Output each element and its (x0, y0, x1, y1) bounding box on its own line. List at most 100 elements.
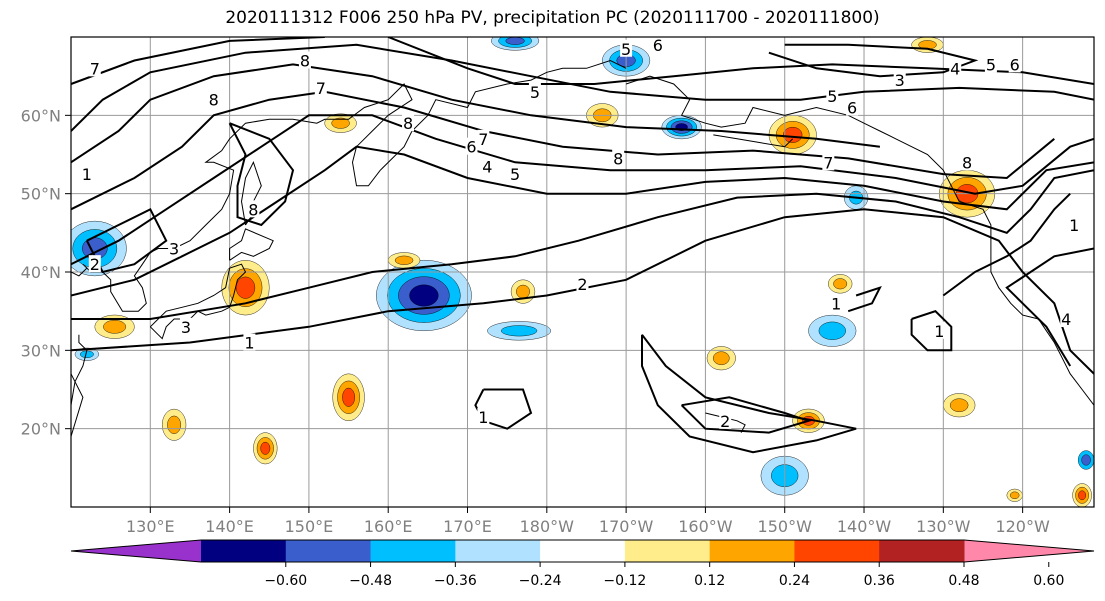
colorbar-swatch-4 (540, 540, 626, 562)
precip-blob-2 (661, 115, 702, 140)
map-title: 2020111312 F006 250 hPa PV, precipitatio… (225, 8, 880, 28)
precip-blob-6 (768, 115, 817, 155)
pv-contour-18 (942, 192, 1071, 297)
contour-label-bg-19 (612, 149, 625, 167)
precip-blob-20 (828, 274, 853, 294)
coastline-3 (149, 263, 247, 340)
lon-tick-label-8: 150°W (758, 517, 813, 536)
pv-contour-2 (71, 145, 1094, 297)
precip-blob-9 (487, 321, 551, 341)
pv-contour-0 (71, 208, 1094, 375)
pv-contour-15 (847, 285, 882, 313)
contour-label-bg-12 (477, 129, 490, 147)
contour-label-6: 2 (90, 255, 100, 274)
coastline-7 (713, 134, 794, 148)
precip-level-17-1 (394, 255, 414, 265)
pv-contour-14 (910, 310, 953, 352)
contour-label-22: 5 (986, 55, 996, 74)
contour-label-bg-29 (830, 294, 843, 312)
lon-tick-label-4: 170°E (443, 517, 492, 536)
precip-blob-17 (388, 252, 421, 269)
precip-level-20-1 (833, 278, 848, 290)
contour-label-4: 1 (82, 165, 92, 184)
axis-ticks: 130°E 140°E 150°E 160°E 170°E 180°W 170°W 160°W… (21, 106, 1050, 536)
lon-tick-label-11: 120°W (995, 517, 1050, 536)
colorbar-tick-label-7: 0.36 (864, 573, 895, 589)
colorbar-tick-label-8: 0.48 (948, 573, 979, 589)
colorbar: −0.60 −0.48 −0.36 −0.24 −0.12 0.12 0.24 0.36 0.4… (70, 539, 1095, 589)
lon-tick-label-9: 140°W (837, 517, 892, 536)
coastline-1 (71, 334, 88, 406)
precip-blob-16 (324, 113, 357, 133)
contour-label-5: 8 (248, 200, 258, 219)
precip-level-14-1 (167, 415, 182, 434)
pv-contour-5 (71, 63, 881, 164)
colorbar-swatch-0 (201, 540, 287, 562)
contour-label-bg-8 (179, 317, 192, 335)
contour-label-bg-4 (80, 165, 93, 183)
contour-label-17: 5 (621, 40, 631, 59)
precip-blob-13 (94, 314, 135, 339)
contour-label-27: 8 (962, 153, 972, 172)
precip-level-25-2 (1078, 490, 1087, 501)
colorbar-tick-label-5: 0.12 (694, 573, 725, 589)
contour-label-bg-23 (1008, 55, 1021, 73)
precip-level-5-2 (235, 276, 256, 299)
contour-label-bg-31 (719, 411, 732, 429)
precip-blob-26 (1078, 450, 1094, 470)
colorbar-extend-high (964, 540, 1094, 562)
lat-tick-label-3: 50°N (21, 185, 61, 204)
colorbar-swatch-2 (370, 540, 456, 562)
colorbar-tick-label-6: 0.24 (779, 573, 810, 589)
lon-tick-label-6: 170°W (599, 517, 654, 536)
contour-label-15: 5 (510, 165, 520, 184)
lon-tick-label-1: 140°E (205, 517, 254, 536)
contour-label-26: 7 (823, 153, 833, 172)
contour-label-2: 8 (209, 91, 219, 110)
contour-label-bg-18 (651, 35, 664, 53)
contour-label-24: 5 (827, 87, 837, 106)
contour-label-bg-2 (207, 90, 220, 108)
precip-level-13-1 (103, 319, 127, 334)
pv-contour-7 (71, 37, 325, 85)
contour-label-0: 7 (90, 59, 100, 78)
contour-label-bg-11 (402, 114, 415, 132)
precip-blob-15 (253, 432, 278, 465)
contour-label-bg-16 (528, 82, 541, 100)
contour-label-9: 1 (244, 334, 254, 353)
colorbar-tick-label-3: −0.24 (519, 573, 562, 589)
contour-label-7: 3 (169, 240, 179, 259)
pv-contour-13 (474, 388, 533, 430)
contour-label-bg-10 (576, 274, 589, 292)
colorbar-swatch-1 (285, 540, 372, 562)
contour-label-14: 4 (482, 157, 492, 176)
precip-blob-12 (332, 373, 365, 421)
contour-label-bg-32 (477, 407, 490, 425)
precip-blob-27 (74, 347, 99, 361)
contour-label-21: 4 (950, 59, 960, 78)
colorbar-swatch-3 (455, 540, 541, 562)
colorbar-extend-low (71, 540, 201, 562)
contour-label-bg-0 (88, 59, 101, 77)
contour-label-8: 3 (181, 318, 191, 337)
contour-label-16: 5 (530, 83, 540, 102)
contour-label-11: 8 (403, 114, 413, 133)
lat-tick-label-4: 60°N (21, 106, 61, 125)
colorbar-swatch-5 (624, 540, 711, 562)
contour-label-25: 6 (847, 99, 857, 118)
colorbar-tick-label-0: −0.60 (264, 573, 307, 589)
contour-label-1: 8 (300, 52, 310, 71)
precip-blob-23 (911, 37, 944, 53)
colorbar-swatch-8 (879, 540, 965, 562)
colorbar-swatch-6 (709, 540, 795, 562)
pv-contour-11 (641, 334, 857, 454)
lon-tick-label-0: 130°E (126, 517, 175, 536)
contour-label-bg-13 (465, 137, 478, 155)
contour-label-bg-28 (1068, 216, 1081, 233)
precip-level-22-1 (950, 398, 969, 413)
lat-tick-label-1: 30°N (21, 341, 61, 360)
contour-label-20: 3 (895, 71, 905, 90)
precip-blob-25 (1072, 483, 1092, 507)
